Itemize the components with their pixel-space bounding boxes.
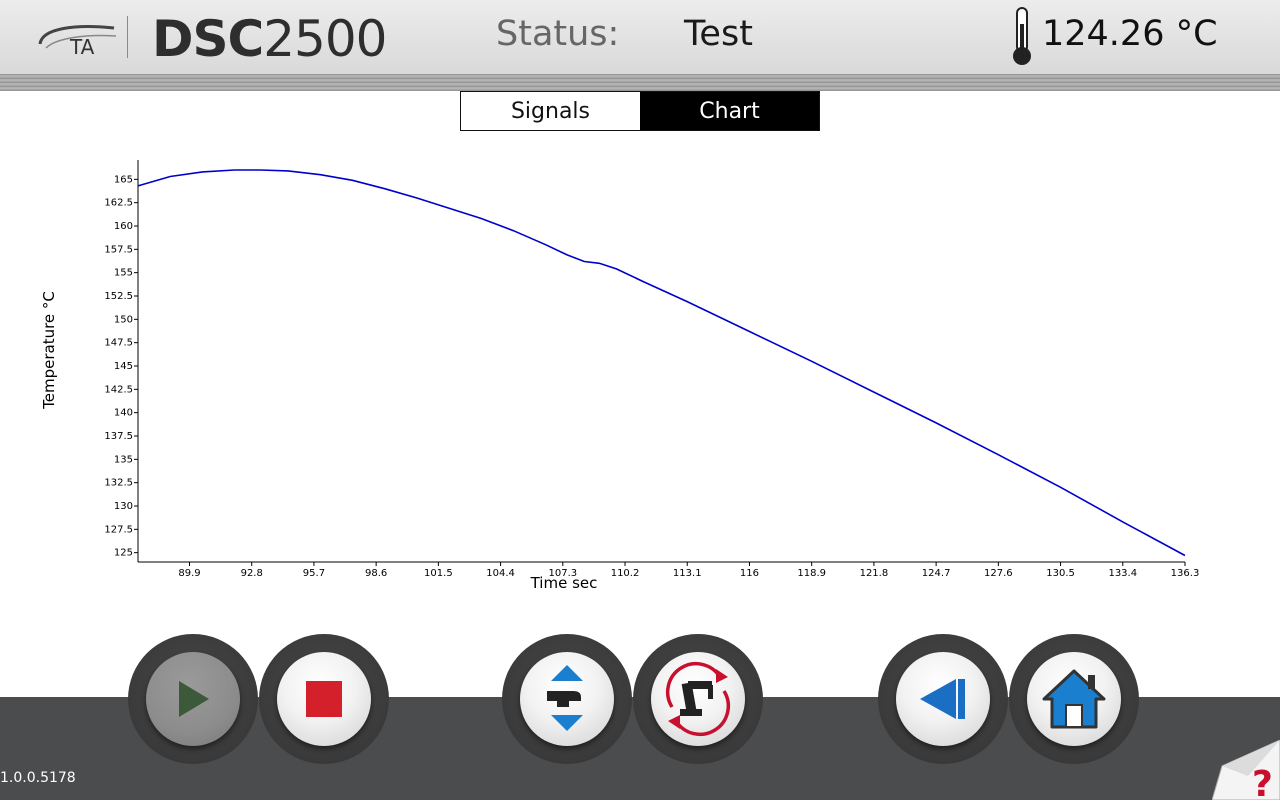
lid-up-down-icon xyxy=(547,665,583,731)
x-tick-label: 113.1 xyxy=(673,568,702,579)
home-button-face xyxy=(1027,652,1121,746)
y-tick-label: 137.5 xyxy=(104,431,133,442)
help-icon[interactable]: ? xyxy=(1212,740,1280,800)
y-tick-label: 145 xyxy=(114,361,133,372)
header-bar: TA DSC2500 Status: Test 124.26 °C xyxy=(0,0,1280,74)
chart-canvas: 125 127.5 130 132.5 135 137.5 140 142.5 145 147.5… xyxy=(40,160,1200,592)
lid-button-face xyxy=(520,652,614,746)
series-line-temperature xyxy=(137,169,1186,557)
x-tick-label: 116 xyxy=(740,568,759,579)
y-tick-label: 150 xyxy=(114,314,133,325)
view-tabs: Signals Chart xyxy=(460,91,820,131)
back-button-face xyxy=(896,652,990,746)
y-tick-label: 147.5 xyxy=(104,338,133,349)
temperature-chart: 125 127.5 130 132.5 135 137.5 140 142.5 145 147.5… xyxy=(0,150,1280,600)
back-button[interactable] xyxy=(878,634,1008,764)
play-icon xyxy=(179,681,209,717)
header-divider xyxy=(0,74,1280,91)
stop-button[interactable] xyxy=(259,634,389,764)
y-tick-label: 157.5 xyxy=(104,244,133,255)
ta-logo: TA xyxy=(38,25,117,58)
robot-arm-icon xyxy=(665,661,731,737)
x-tick-label: 136.3 xyxy=(1171,568,1200,579)
temperature-readout: 124.26 °C xyxy=(1042,14,1218,54)
x-tick-label: 118.9 xyxy=(797,568,826,579)
play-button-face xyxy=(146,652,240,746)
logo-text: TA xyxy=(69,35,95,58)
y-tick-label: 135 xyxy=(114,454,133,465)
y-tick-label: 140 xyxy=(114,408,133,419)
y-tick-label: 165 xyxy=(114,174,133,185)
x-tick-label: 104.4 xyxy=(486,568,515,579)
y-tick-label: 130 xyxy=(114,501,133,512)
svg-text:?: ? xyxy=(1252,764,1273,800)
x-tick-label: 101.5 xyxy=(424,568,453,579)
x-tick-label: 107.3 xyxy=(548,568,577,579)
instrument-model: DSC2500 xyxy=(152,10,387,68)
play-button[interactable] xyxy=(128,634,258,764)
tab-chart[interactable]: Chart xyxy=(640,92,819,130)
x-tick-label: 121.8 xyxy=(860,568,889,579)
home-button[interactable] xyxy=(1009,634,1139,764)
stop-button-face xyxy=(277,652,371,746)
home-icon xyxy=(1042,669,1106,729)
y-tick-label: 162.5 xyxy=(104,198,133,209)
x-tick-label: 98.6 xyxy=(365,568,387,579)
brand-light: 2500 xyxy=(263,10,387,68)
x-tick-label: 133.4 xyxy=(1108,568,1137,579)
x-tick-label: 89.9 xyxy=(178,568,200,579)
tab-signals[interactable]: Signals xyxy=(461,92,640,130)
stop-icon xyxy=(306,681,342,717)
y-tick-label: 127.5 xyxy=(104,524,133,535)
logo-divider xyxy=(127,16,128,58)
autosampler-button-face xyxy=(651,652,745,746)
thermometer-icon xyxy=(1013,7,1031,65)
autosampler-button[interactable] xyxy=(633,634,763,764)
x-tick-label: 124.7 xyxy=(922,568,951,579)
status-value: Test xyxy=(684,14,753,54)
x-tick-label: 95.7 xyxy=(303,568,325,579)
brand-bold: DSC xyxy=(152,10,264,68)
y-tick-label: 125 xyxy=(114,548,133,559)
y-tick-label: 152.5 xyxy=(104,291,133,302)
x-tick-label: 127.6 xyxy=(984,568,1013,579)
x-axis-label: Time sec xyxy=(530,574,598,592)
y-axis-label: Temperature °C xyxy=(40,291,58,410)
x-tick-label: 110.2 xyxy=(611,568,640,579)
y-tick-label: 155 xyxy=(114,268,133,279)
lid-button[interactable] xyxy=(502,634,632,764)
x-tick-label: 130.5 xyxy=(1046,568,1075,579)
y-tick-label: 132.5 xyxy=(104,478,133,489)
back-icon xyxy=(920,679,965,719)
y-tick-label: 142.5 xyxy=(104,384,133,395)
y-tick-label: 160 xyxy=(114,221,133,232)
version-label: 1.0.0.5178 xyxy=(0,770,76,786)
x-tick-label: 92.8 xyxy=(241,568,263,579)
status-label: Status: xyxy=(496,14,620,54)
